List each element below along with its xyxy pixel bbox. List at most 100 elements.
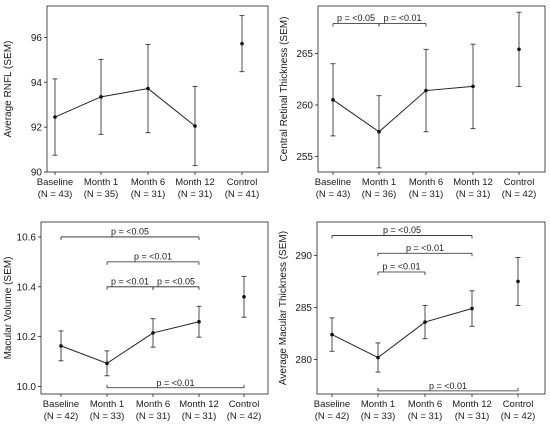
significance-bracket: p = <0.01	[377, 262, 426, 276]
y-axis-title: Average RNFL (SEM)	[3, 41, 14, 138]
x-tick-count: (N = 31)	[136, 411, 171, 422]
data-point	[197, 319, 201, 324]
y-axis-title: Macular Volume (SEM)	[3, 257, 14, 360]
significance-bracket: p = <0.01	[106, 378, 245, 389]
y-tick-label: 96	[31, 33, 43, 44]
significance-label: p = <0.01	[383, 13, 421, 23]
significance-bracket: p = <0.05	[60, 226, 200, 240]
data-point	[330, 332, 334, 337]
significance-label: p = <0.01	[382, 262, 420, 272]
significance-label: p = <0.05	[337, 13, 375, 23]
significance-bracket: p = <0.05	[152, 276, 200, 290]
x-tick-label: Month 6	[408, 399, 442, 410]
significance-bracket: p = <0.01	[106, 251, 200, 265]
series-line	[332, 85, 474, 133]
data-point	[193, 124, 197, 128]
data-point	[59, 344, 63, 348]
x-tick-count: (N = 33)	[361, 411, 396, 422]
data-point	[242, 294, 246, 299]
x-tick-count: (N = 31)	[182, 411, 217, 422]
data-point	[424, 88, 428, 93]
data-point	[470, 306, 474, 311]
data-point	[517, 47, 521, 52]
y-tick-label: 290	[295, 251, 312, 262]
chart-panel-macular-thickness: 280 285 290 Average Macular Thickness (SEM)…	[278, 221, 546, 422]
significance-label: p = <0.05	[383, 225, 421, 235]
x-tick-label: Baseline	[43, 399, 79, 410]
x-tick-label: Control	[504, 177, 535, 188]
significance-label: p = <0.05	[111, 226, 149, 236]
y-tick-label: 10.4	[17, 282, 37, 293]
significance-bracket: p = <0.01	[377, 381, 519, 392]
x-tick-label: Control	[229, 399, 260, 410]
x-tick-label: Month 6	[131, 177, 165, 188]
series-line	[60, 321, 200, 364]
significance-bracket: p = <0.05	[332, 13, 380, 27]
plot-frame	[46, 5, 269, 173]
x-tick-count: (N = 31)	[455, 411, 490, 422]
data-point	[331, 98, 335, 102]
x-tick-label: Month 1	[84, 177, 118, 188]
plot-frame	[316, 221, 546, 395]
data-point	[99, 95, 103, 99]
significance-bracket: p = <0.01	[106, 276, 154, 290]
x-tick-count: (N = 31)	[409, 189, 444, 200]
data-point	[240, 41, 244, 46]
data-point	[53, 115, 57, 119]
x-tick-label: Month 12	[175, 177, 215, 188]
data-point	[146, 86, 150, 91]
plot-frame	[317, 5, 546, 173]
x-tick-count: (N = 43)	[38, 189, 73, 200]
x-tick-count: (N = 43)	[316, 189, 351, 200]
series-line	[54, 88, 196, 127]
y-tick-label: 280	[295, 355, 312, 366]
x-tick-label: Baseline	[315, 177, 351, 188]
x-tick-count: (N = 42)	[44, 411, 79, 422]
x-tick-count: (N = 41)	[225, 189, 260, 200]
y-axis-title: Average Macular Thickness (SEM)	[278, 231, 289, 385]
x-tick-label: Baseline	[37, 177, 73, 188]
y-tick-label: 90	[31, 168, 43, 179]
chart-panel-central-thickness: 255 260 265 Central Retinal Thickness (SEM)…	[279, 5, 546, 200]
x-tick-label: Month 12	[453, 177, 493, 188]
x-tick-count: (N = 33)	[90, 411, 125, 422]
x-tick-count: (N = 42)	[227, 411, 262, 422]
significance-label: p = <0.01	[429, 381, 467, 391]
significance-label: p = <0.01	[111, 276, 149, 286]
y-tick-label: 10.0	[17, 382, 37, 393]
y-tick-label: 94	[31, 78, 43, 89]
x-tick-count: (N = 42)	[315, 411, 350, 422]
y-tick-label: 255	[296, 152, 313, 163]
chart-panel-macular-volume: 10.0 10.2 10.4 10.6 Macular Volume (SEM) Base…	[3, 221, 269, 422]
significance-bracket: p = <0.05	[331, 225, 473, 239]
x-tick-count: (N = 31)	[456, 189, 491, 200]
y-tick-label: 260	[296, 100, 313, 111]
significance-label: p = <0.01	[134, 251, 172, 261]
x-tick-label: Baseline	[314, 399, 350, 410]
plot-frame	[40, 221, 269, 395]
data-point	[423, 320, 427, 324]
data-point	[377, 129, 381, 134]
x-tick-label: Month 6	[409, 177, 443, 188]
x-tick-count: (N = 31)	[408, 411, 443, 422]
significance-bracket: p = <0.01	[377, 243, 473, 257]
x-tick-label: Month 1	[90, 399, 124, 410]
x-tick-count: (N = 31)	[131, 189, 166, 200]
data-point	[151, 331, 155, 335]
y-tick-label: 10.2	[17, 332, 37, 343]
y-tick-label: 10.6	[17, 232, 37, 243]
x-tick-count: (N = 42)	[501, 411, 536, 422]
significance-label: p = <0.01	[156, 378, 194, 388]
series-line	[331, 308, 473, 359]
x-tick-label: Month 12	[179, 399, 219, 410]
data-point	[471, 84, 475, 89]
y-axis-title: Central Retinal Thickness (SEM)	[279, 17, 290, 162]
x-tick-label: Control	[503, 399, 534, 410]
x-tick-label: Control	[227, 177, 258, 188]
x-tick-label: Month 12	[452, 399, 492, 410]
x-tick-count: (N = 42)	[502, 189, 537, 200]
data-point	[376, 355, 380, 360]
